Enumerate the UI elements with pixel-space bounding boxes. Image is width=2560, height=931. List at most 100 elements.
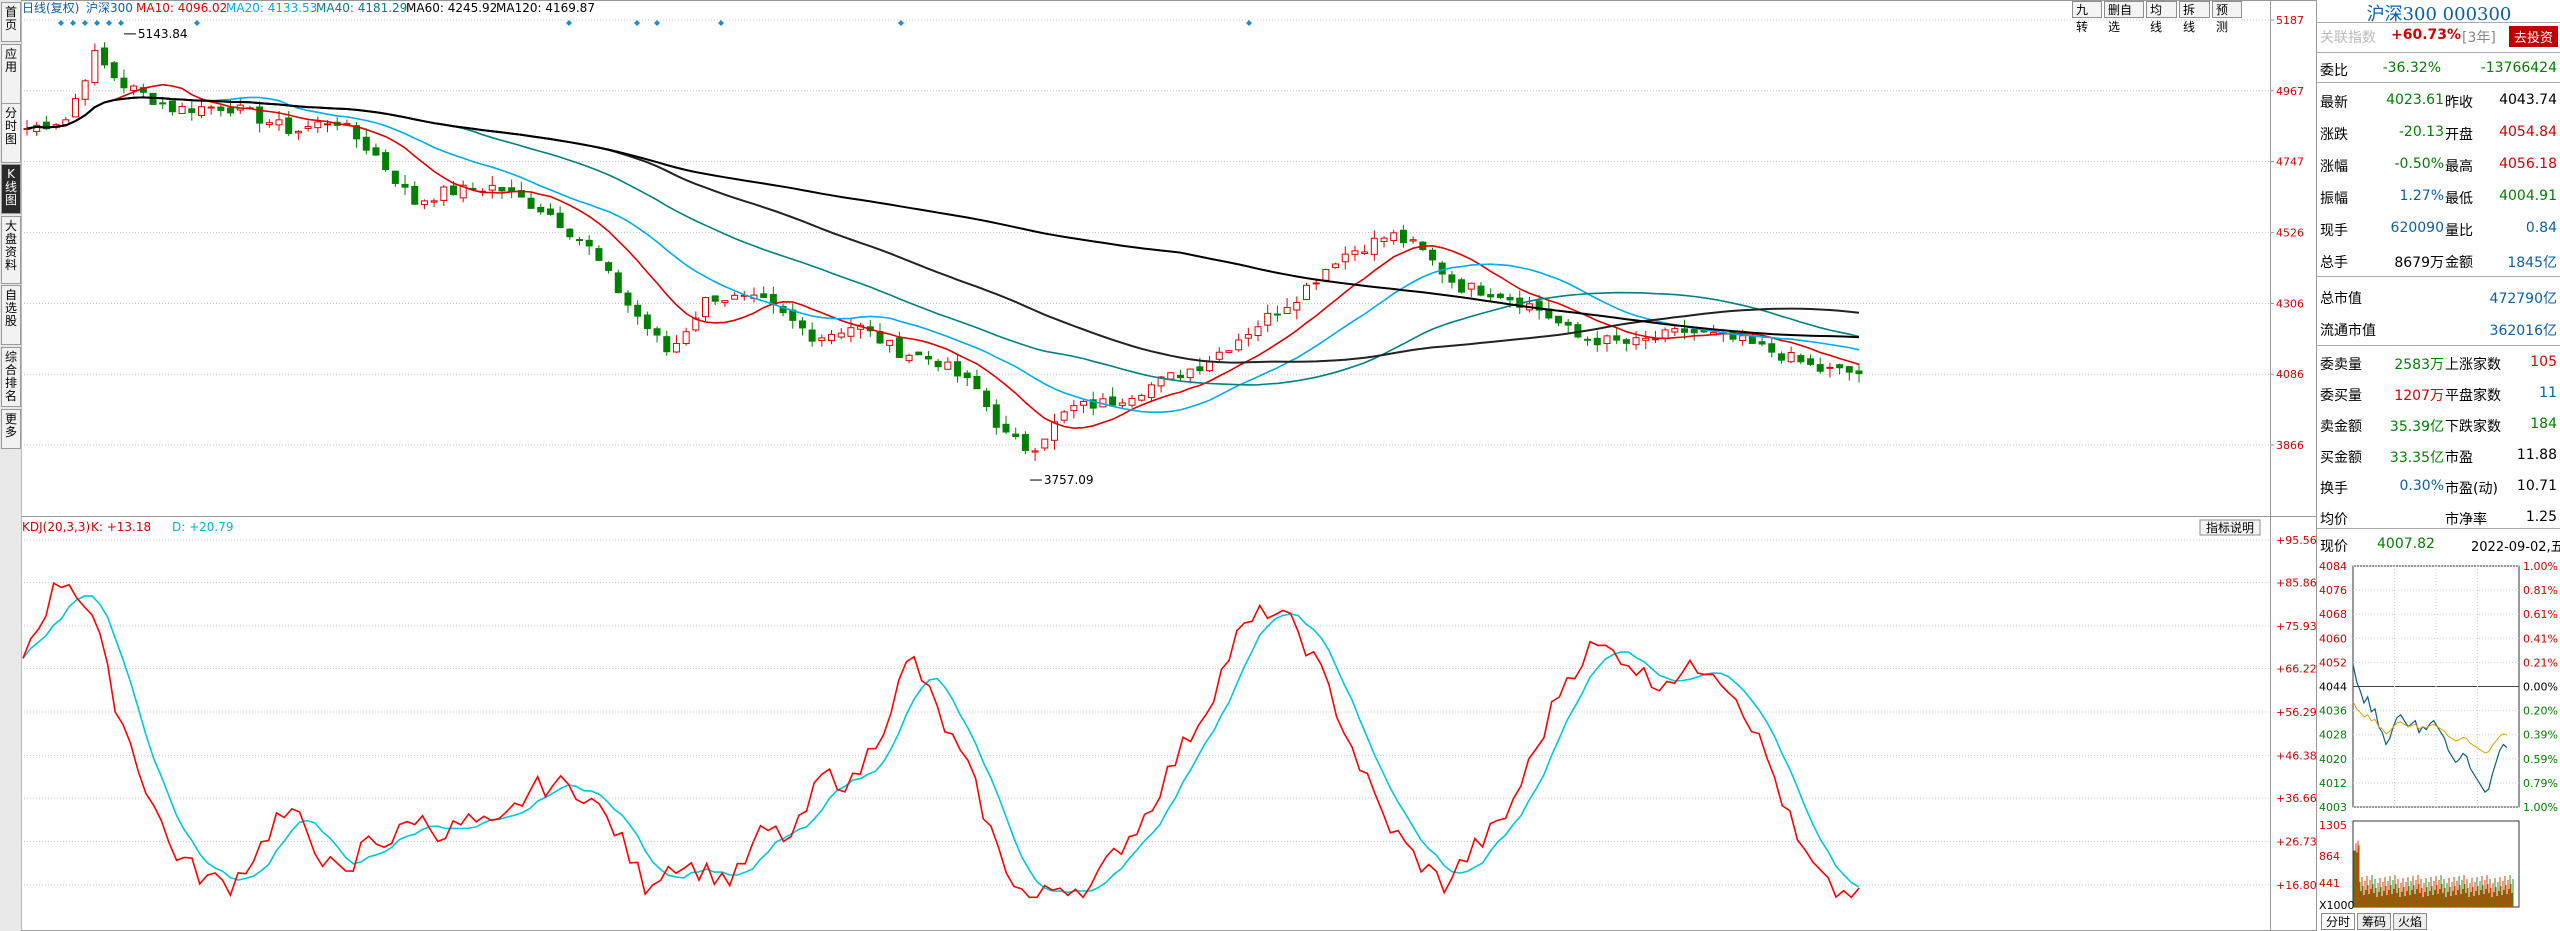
candle	[266, 119, 272, 127]
candle	[567, 228, 573, 240]
candle	[838, 328, 844, 339]
candle	[1013, 428, 1019, 440]
candle	[1614, 328, 1620, 344]
candle	[1846, 366, 1852, 381]
candle-body	[305, 127, 311, 129]
price-axis-label: 4306	[2276, 297, 2304, 310]
mini-tab-2[interactable]: 火焰	[2393, 913, 2427, 930]
signal-marker	[118, 20, 124, 26]
candle-body	[1468, 283, 1474, 289]
kdj-axis-label: +36.66	[2276, 792, 2316, 805]
candle-body	[761, 294, 767, 298]
quote-value: -20.13	[2357, 124, 2444, 140]
candle	[906, 354, 912, 364]
candle-body	[198, 107, 204, 116]
toolbar-button-0[interactable]: 九转	[2072, 1, 2102, 18]
candle-body	[945, 362, 951, 369]
mini-right-label: 0.21%	[2523, 656, 2558, 669]
candle	[1303, 283, 1309, 300]
candle-body	[1837, 365, 1843, 368]
price-axis-label: 4967	[2276, 85, 2304, 98]
left-tab-bar: 首页 应用 分时图 K线图 大盘资料 自选股 综合排名 更多	[0, 0, 22, 931]
left-tab-5[interactable]: 自选股	[1, 285, 21, 345]
candle	[295, 130, 301, 140]
candle-body	[1798, 356, 1804, 362]
candle	[673, 335, 679, 353]
quote-value: 4054.84	[2477, 124, 2557, 140]
kdj-title: KDJ(20,3,3)	[22, 520, 90, 534]
candle	[1662, 327, 1668, 342]
candle-body	[1333, 264, 1339, 268]
candle	[1352, 246, 1358, 261]
candle-body	[286, 118, 292, 133]
signal-marker	[94, 20, 100, 26]
mini-tab-0[interactable]: 分时	[2321, 913, 2355, 930]
toolbar-button-1[interactable]: 删自选	[2104, 1, 2144, 18]
candle-body	[1081, 401, 1087, 405]
candle-body	[1410, 240, 1416, 241]
candle-body	[1245, 335, 1251, 339]
candle	[644, 312, 650, 336]
kline-chart[interactable]: 5187496747474526430640863866日线(复权) 沪深300 M…	[21, 0, 2316, 931]
quote-label: 开盘	[2445, 124, 2473, 144]
candle	[257, 101, 263, 132]
candle-body	[1197, 367, 1203, 371]
left-tab-3[interactable]: K线图	[1, 164, 21, 214]
candle-body	[1391, 233, 1397, 241]
candle-body	[121, 78, 127, 88]
candle	[606, 261, 612, 273]
candle	[121, 70, 127, 94]
signal-marker	[58, 20, 64, 26]
candle	[169, 100, 175, 116]
candle	[1265, 305, 1271, 332]
left-tab-6[interactable]: 综合排名	[1, 347, 21, 407]
left-tab-7[interactable]: 更多	[1, 409, 21, 449]
order-value: 0.30%	[2357, 478, 2444, 494]
candle-body	[1352, 251, 1358, 254]
candle	[945, 357, 951, 369]
candle	[1362, 245, 1368, 255]
candle	[577, 237, 583, 245]
candle-body	[906, 355, 912, 360]
candle-body	[635, 305, 641, 316]
mini-right-label: 0.20%	[2523, 705, 2558, 718]
mini-right-label: 0.39%	[2523, 729, 2558, 742]
legend-period: 日线(复权)	[22, 1, 79, 15]
invest-button[interactable]: 去投资	[2509, 26, 2558, 47]
candle-body	[1255, 327, 1261, 336]
quote-label: 现手	[2320, 220, 2348, 240]
candle-body	[1313, 283, 1319, 284]
candle-body	[1216, 352, 1222, 359]
left-tab-1[interactable]: 应用	[1, 44, 21, 104]
assoc-index-label: 关联指数	[2320, 27, 2376, 47]
candle	[1294, 296, 1300, 319]
candle	[1623, 338, 1629, 352]
candle	[1439, 261, 1445, 283]
left-tab-2[interactable]: 分时图	[1, 103, 21, 163]
quote-value: 4023.61	[2357, 92, 2444, 108]
left-tab-label: 分时图	[2, 104, 20, 146]
toolbar-button-3[interactable]: 拆线	[2179, 1, 2210, 18]
candle-body	[1459, 280, 1465, 292]
candle	[373, 144, 379, 156]
mini-tab-1[interactable]: 筹码	[2357, 913, 2391, 930]
candle-body	[392, 171, 398, 183]
left-tab-0[interactable]: 首页	[1, 2, 21, 42]
left-tab-4[interactable]: 大盘资料	[1, 216, 21, 284]
candle	[809, 322, 815, 346]
candle	[1478, 282, 1484, 296]
candle-body	[1808, 359, 1814, 365]
toolbar-button-2[interactable]: 均线	[2146, 1, 2177, 18]
candle-body	[412, 186, 418, 204]
candle	[1090, 392, 1096, 416]
mini-right-label: 0.59%	[2523, 753, 2558, 766]
legend-name: 沪深300	[86, 1, 133, 15]
toolbar-button-4[interactable]: 预测	[2212, 1, 2242, 18]
candle-body	[1856, 371, 1862, 374]
signal-marker	[654, 20, 660, 26]
candle-body	[1400, 230, 1406, 242]
mini-left-label: 4028	[2319, 729, 2347, 742]
candle	[1652, 331, 1658, 343]
intraday-mini-chart[interactable]: 4084 1.00% 4076 0.81% 4068 0.61% 4060 0.41% 4052…	[2317, 554, 2560, 912]
candle-body	[189, 109, 195, 113]
